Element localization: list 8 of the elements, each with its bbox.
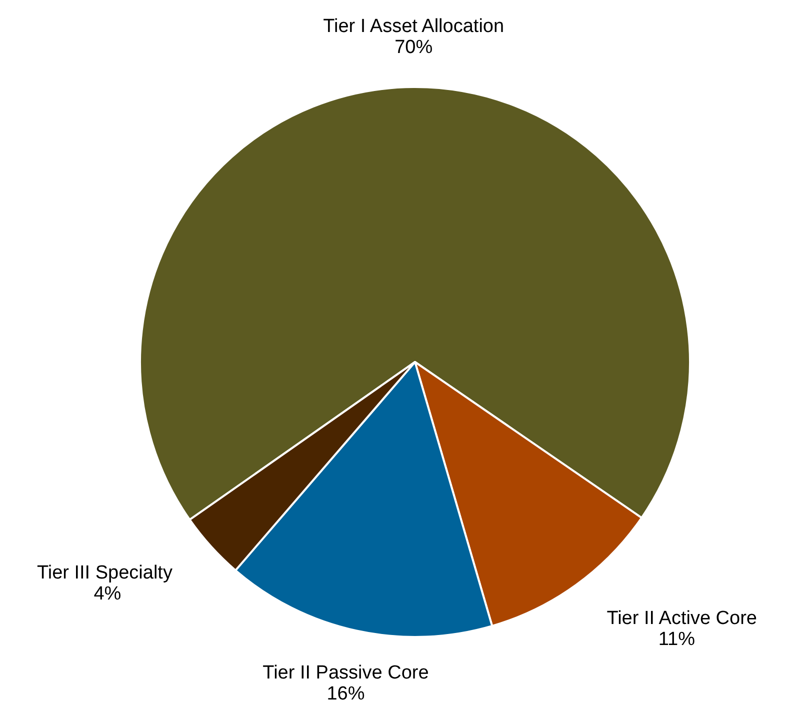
data-label: 16%: [326, 684, 365, 705]
data-label: 70%: [394, 37, 433, 58]
slice-label: Tier II Passive Core: [262, 662, 429, 684]
data-label: 11%: [658, 628, 696, 650]
data-label: 4%: [94, 583, 122, 604]
slice-label: Tier I Asset Allocation: [323, 16, 504, 38]
slice-label: Tier II Active Core: [606, 608, 757, 630]
slice-label: Tier III Specialty: [36, 562, 173, 584]
